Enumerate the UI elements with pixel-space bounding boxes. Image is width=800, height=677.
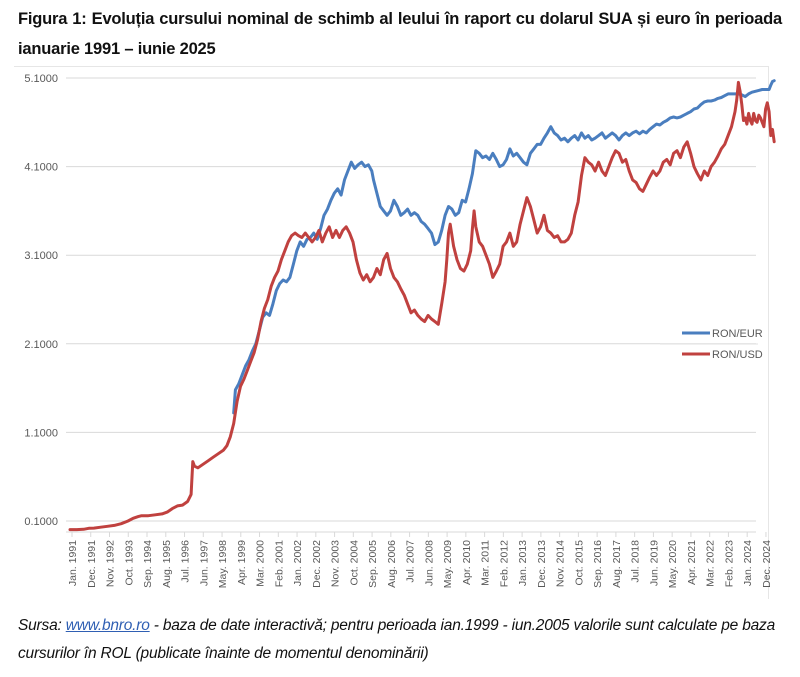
x-tick-label: Jul. 1996 bbox=[180, 540, 192, 583]
x-tick-label: Aug. 2006 bbox=[386, 540, 398, 588]
x-tick-label: Jan. 1991 bbox=[67, 540, 79, 586]
legend-label: RON/EUR bbox=[712, 328, 763, 340]
x-tick-label: Jun. 2019 bbox=[648, 540, 660, 586]
x-tick-label: Oct. 1993 bbox=[123, 540, 135, 586]
x-tick-label: Mar. 2000 bbox=[255, 540, 267, 587]
x-tick-label: Aug. 1995 bbox=[161, 540, 173, 588]
x-tick-label: May. 1998 bbox=[217, 540, 229, 588]
x-tick-label: Sep. 2005 bbox=[367, 540, 379, 588]
x-tick-label: Aug. 2017 bbox=[611, 540, 623, 588]
x-tick-label: Jun. 2008 bbox=[423, 540, 435, 586]
gridlines bbox=[66, 77, 756, 522]
y-axis-ticks: 0.1000 1.1000 2.1000 3.1000 4.1000 5.1000 bbox=[24, 73, 58, 528]
x-tick-label: Apr. 2010 bbox=[461, 540, 473, 585]
series-line-ron-eur bbox=[232, 79, 776, 415]
x-tick-label: Nov. 2003 bbox=[330, 540, 342, 587]
x-tick-label: May. 2009 bbox=[442, 540, 454, 588]
legend: RON/EUR RON/USD bbox=[660, 328, 763, 361]
caption-prefix: Sursa: bbox=[18, 617, 66, 634]
x-tick-label: Jan. 2002 bbox=[292, 540, 304, 586]
x-tick-label: May. 2020 bbox=[667, 540, 679, 588]
legend-label: RON/USD bbox=[712, 349, 763, 361]
x-tick-label: Dec. 2024 bbox=[761, 540, 773, 588]
x-tick-label: Nov. 2014 bbox=[555, 540, 567, 587]
x-tick-label: Jul. 2018 bbox=[630, 540, 642, 583]
chart-frame bbox=[14, 66, 769, 599]
x-tick-label: Jun. 1997 bbox=[198, 540, 210, 586]
x-tick-label: Oct. 2015 bbox=[573, 540, 585, 586]
y-tick-label: 5.1000 bbox=[24, 73, 58, 85]
x-tick-label: Dec. 2013 bbox=[536, 540, 548, 588]
x-tick-label: Apr. 1999 bbox=[236, 540, 248, 585]
x-tick-label: Apr. 2021 bbox=[686, 540, 698, 585]
y-tick-label: 2.1000 bbox=[24, 339, 58, 351]
x-tick-label: Feb. 2001 bbox=[273, 540, 285, 587]
x-tick-label: Dec. 1991 bbox=[86, 540, 98, 588]
series-line-ron-usd bbox=[68, 80, 776, 532]
x-tick-label: Sep. 1994 bbox=[142, 540, 154, 588]
x-tick-label: Mar. 2011 bbox=[480, 540, 492, 586]
series-lines bbox=[68, 79, 776, 532]
y-tick-label: 0.1000 bbox=[24, 516, 58, 528]
figure-title: Figura 1: Evoluția cursului nominal de s… bbox=[18, 10, 782, 58]
caption-text: - baza de date interactivă; pentru perio… bbox=[18, 617, 776, 662]
y-tick-label: 1.1000 bbox=[24, 427, 58, 439]
x-tick-label: Feb. 2012 bbox=[498, 540, 510, 587]
x-tick-label: Nov. 1992 bbox=[105, 540, 117, 587]
source-caption: Sursa: www.bnro.ro - baza de date intera… bbox=[18, 612, 788, 668]
x-tick-label: Jan. 2013 bbox=[517, 540, 529, 586]
x-tick-label: Jul. 2007 bbox=[405, 540, 417, 583]
x-tick-label: Jan. 2024 bbox=[742, 540, 754, 586]
x-tick-label: Mar. 2022 bbox=[705, 540, 717, 587]
source-link[interactable]: www.bnro.ro bbox=[65, 617, 150, 634]
x-tick-label: Feb. 2023 bbox=[723, 540, 735, 587]
x-tick-label: Sep. 2016 bbox=[592, 540, 604, 588]
y-tick-label: 3.1000 bbox=[24, 250, 58, 262]
x-tick-label: Oct. 2004 bbox=[348, 540, 360, 586]
y-tick-label: 4.1000 bbox=[24, 162, 58, 174]
x-axis-ticks: Jan. 1991 Dec. 1991 Nov. 1992 Oct. 1993 Sep.… bbox=[66, 531, 773, 588]
x-tick-label: Dec. 2002 bbox=[311, 540, 323, 588]
